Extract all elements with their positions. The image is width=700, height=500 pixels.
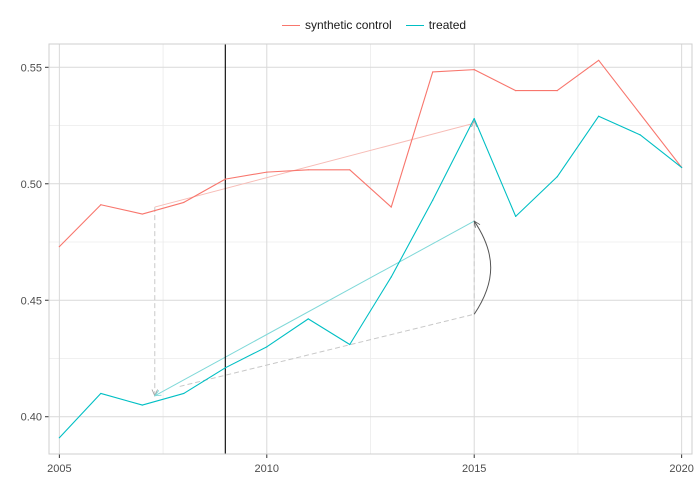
y-tick-label: 0.50 xyxy=(21,179,42,191)
data-point-synthetic-control xyxy=(266,171,268,173)
data-point-synthetic-control xyxy=(183,201,185,204)
legend-label-treated: treated xyxy=(428,18,467,32)
data-point-synthetic-control xyxy=(141,213,143,215)
legend-item-synthetic-control: synthetic control xyxy=(282,18,392,32)
data-point-synthetic-control xyxy=(349,169,351,171)
legend-label-synthetic-control: synthetic control xyxy=(305,18,392,32)
data-point-treated xyxy=(598,115,600,117)
axes: 2005 2010 2015 2020 0.40 0.45 0.50 0.55 xyxy=(21,62,694,475)
data-point-treated xyxy=(639,134,641,136)
legend-key-synthetic-control xyxy=(282,18,300,32)
data-point-treated xyxy=(307,318,309,320)
data-point-synthetic-control xyxy=(556,89,558,92)
data-point-treated xyxy=(556,176,558,178)
data-point-synthetic-control xyxy=(515,89,517,92)
series-line-synthetic-control xyxy=(58,59,683,248)
data-point-synthetic-control xyxy=(224,178,226,180)
y-tick-label: 0.45 xyxy=(21,295,42,307)
x-tick-label: 2005 xyxy=(47,463,71,475)
dashed-guide-line xyxy=(179,313,475,387)
chart-legend: synthetic control treated xyxy=(282,18,466,32)
trend-line xyxy=(154,122,475,208)
data-point-treated xyxy=(390,276,392,278)
data-point-synthetic-control xyxy=(473,69,475,71)
data-point-treated xyxy=(183,392,185,395)
data-point-treated xyxy=(432,199,434,201)
y-tick-label: 0.40 xyxy=(21,412,42,424)
trend-line xyxy=(155,220,475,396)
series-line-treated xyxy=(58,115,682,439)
data-point-treated xyxy=(515,215,517,217)
panel-border xyxy=(48,43,693,455)
data-point-treated xyxy=(58,437,60,439)
data-point-synthetic-control xyxy=(307,169,309,171)
x-tick-label: 2015 xyxy=(462,463,486,475)
x-tick-label: 2010 xyxy=(255,463,279,475)
data-point-synthetic-control xyxy=(100,204,102,206)
data-point-treated xyxy=(100,392,102,395)
x-tick-label: 2020 xyxy=(669,463,693,475)
annotations xyxy=(154,44,492,454)
legend-key-treated xyxy=(405,18,424,32)
data-point-treated xyxy=(473,117,475,120)
data-point-treated xyxy=(224,367,226,369)
y-tick-label: 0.55 xyxy=(21,62,42,74)
data-point-synthetic-control xyxy=(598,59,600,61)
series xyxy=(58,59,683,439)
data-point-treated xyxy=(266,346,268,348)
data-point-synthetic-control xyxy=(390,206,392,208)
data-point-synthetic-control xyxy=(58,246,60,248)
data-point-treated xyxy=(141,404,143,406)
data-point-synthetic-control xyxy=(639,113,641,115)
curved-arrow xyxy=(474,221,492,315)
data-point-treated xyxy=(681,166,683,169)
grid xyxy=(49,44,692,454)
legend-item-treated: treated xyxy=(405,18,467,32)
data-point-treated xyxy=(349,343,351,346)
data-point-synthetic-control xyxy=(432,71,434,73)
